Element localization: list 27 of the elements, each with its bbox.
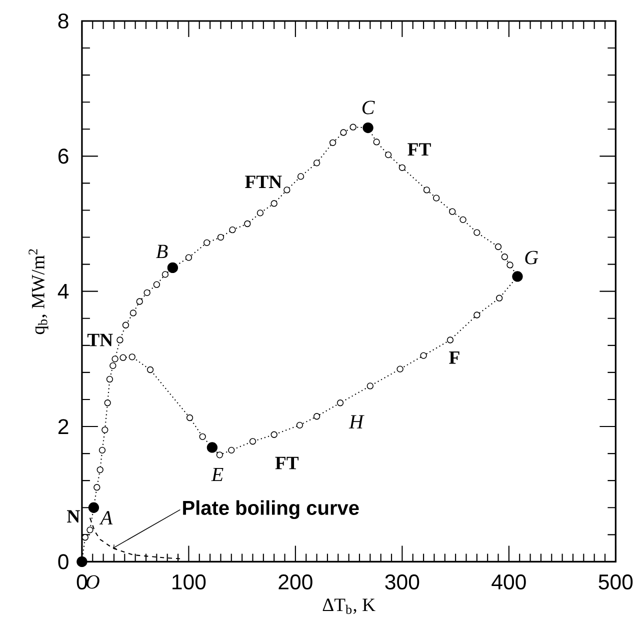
annotation: FT: [408, 143, 432, 156]
annotation: H: [349, 415, 365, 428]
annotation: E: [211, 468, 224, 482]
x-tick-label: 200: [278, 574, 313, 590]
annotation: FTN: [245, 176, 282, 188]
y-tick-label: 0: [58, 554, 69, 570]
annotation: A: [99, 511, 113, 524]
y-tick-label: 6: [58, 148, 68, 164]
annotation: Plate boiling curve: [183, 500, 359, 520]
y-tick-label: 8: [58, 13, 68, 29]
y-axis-title: q$_{b}$, MW/m$^{2}$: [28, 249, 48, 334]
x-tick-label: 100: [172, 574, 206, 590]
x-tick-label: 300: [385, 574, 420, 590]
y-tick-label: 4: [58, 284, 69, 299]
annotation: TN: [88, 334, 113, 346]
annotation: F: [449, 351, 460, 364]
text: O: [86, 575, 100, 589]
x-tick-label: 500: [598, 574, 633, 590]
x-tick-label: 400: [492, 574, 526, 590]
annotation: C: [362, 100, 376, 114]
text: N: [67, 510, 80, 523]
annotation: FT: [275, 456, 299, 470]
y-tick-label: 2: [58, 419, 68, 434]
annotation: G: [525, 250, 538, 264]
x-axis-title: ΔT$_{b}$, K: [323, 598, 376, 614]
x-tick-label: 0: [77, 574, 88, 590]
annotation: B: [156, 244, 168, 258]
